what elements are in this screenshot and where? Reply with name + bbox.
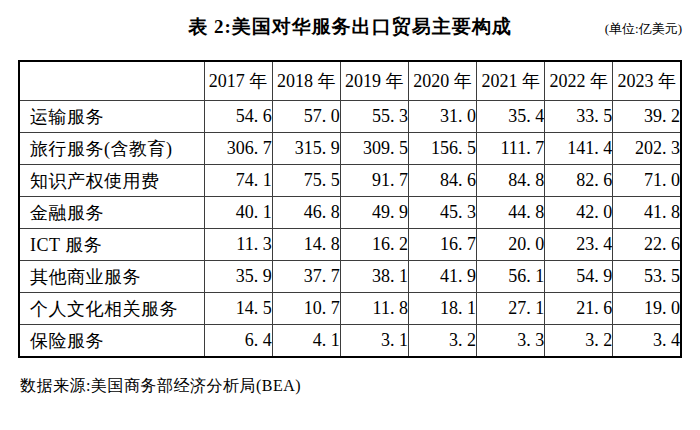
- table-row: 其他商业服务 35. 9 37. 7 38. 1 41. 9 56. 1 54.…: [19, 261, 681, 293]
- table-cell: 38. 1: [340, 261, 408, 293]
- table-cell: 41. 8: [613, 197, 681, 229]
- table-cell: 20. 0: [477, 229, 545, 261]
- table-row: 运输服务 54. 6 57. 0 55. 3 31. 0 35. 4 33. 5…: [19, 101, 681, 133]
- column-header: 2019 年: [340, 61, 408, 101]
- table-cell: 46. 8: [272, 197, 340, 229]
- table-row: 金融服务 40. 1 46. 8 49. 9 45. 3 44. 8 42. 0…: [19, 197, 681, 229]
- table-row: 个人文化相关服务 14. 5 10. 7 11. 8 18. 1 27. 1 2…: [19, 293, 681, 325]
- table-cell: 74. 1: [204, 165, 272, 197]
- table-cell: 49. 9: [340, 197, 408, 229]
- column-header: 2018 年: [272, 61, 340, 101]
- data-table: 2017 年 2018 年 2019 年 2020 年 2021 年 2022 …: [18, 60, 682, 358]
- table-cell: 309. 5: [340, 133, 408, 165]
- table-cell: 3. 4: [613, 325, 681, 358]
- table-cell: 3. 1: [340, 325, 408, 358]
- table-cell: 315. 9: [272, 133, 340, 165]
- row-label: 知识产权使用费: [19, 165, 204, 197]
- table-cell: 14. 8: [272, 229, 340, 261]
- unit-note: (单位:亿美元): [605, 10, 682, 48]
- table-cell: 27. 1: [477, 293, 545, 325]
- table-row: 知识产权使用费 74. 1 75. 5 91. 7 84. 6 84. 8 82…: [19, 165, 681, 197]
- table-cell: 21. 6: [545, 293, 613, 325]
- row-label: 个人文化相关服务: [19, 293, 204, 325]
- table-cell: 84. 6: [408, 165, 476, 197]
- table-cell: 42. 0: [545, 197, 613, 229]
- table-cell: 37. 7: [272, 261, 340, 293]
- table-row: ICT 服务 11. 3 14. 8 16. 2 16. 7 20. 0 23.…: [19, 229, 681, 261]
- table-cell: 54. 6: [204, 101, 272, 133]
- table-cell: 3. 2: [408, 325, 476, 358]
- table-cell: 39. 2: [613, 101, 681, 133]
- table-cell: 111. 7: [477, 133, 545, 165]
- table-cell: 3. 2: [545, 325, 613, 358]
- table-cell: 19. 0: [613, 293, 681, 325]
- column-header: 2021 年: [477, 61, 545, 101]
- table-cell: 4. 1: [272, 325, 340, 358]
- table-cell: 54. 9: [545, 261, 613, 293]
- table-cell: 41. 9: [408, 261, 476, 293]
- table-cell: 84. 8: [477, 165, 545, 197]
- table-row: 保险服务 6. 4 4. 1 3. 1 3. 2 3. 3 3. 2 3. 4: [19, 325, 681, 358]
- table-cell: 33. 5: [545, 101, 613, 133]
- row-label: 金融服务: [19, 197, 204, 229]
- table-row: 旅行服务(含教育) 306. 7 315. 9 309. 5 156. 5 11…: [19, 133, 681, 165]
- table-cell: 22. 6: [613, 229, 681, 261]
- table-cell: 16. 7: [408, 229, 476, 261]
- table-cell: 44. 8: [477, 197, 545, 229]
- table-title: 表 2:美国对华服务出口贸易主要构成: [0, 10, 700, 44]
- row-label: 其他商业服务: [19, 261, 204, 293]
- table-cell: 11. 3: [204, 229, 272, 261]
- data-source-note: 数据来源:美国商务部经济分析局(BEA): [20, 376, 301, 397]
- table-cell: 40. 1: [204, 197, 272, 229]
- column-header: 2023 年: [613, 61, 681, 101]
- table-cell: 6. 4: [204, 325, 272, 358]
- table-cell: 3. 3: [477, 325, 545, 358]
- table-header-row: 2017 年 2018 年 2019 年 2020 年 2021 年 2022 …: [19, 61, 681, 101]
- table-cell: 10. 7: [272, 293, 340, 325]
- table-cell: 306. 7: [204, 133, 272, 165]
- table-cell: 35. 9: [204, 261, 272, 293]
- table-cell: 91. 7: [340, 165, 408, 197]
- table-cell: 16. 2: [340, 229, 408, 261]
- row-label: 旅行服务(含教育): [19, 133, 204, 165]
- table-cell: 35. 4: [477, 101, 545, 133]
- table-cell: 45. 3: [408, 197, 476, 229]
- table-header-area: 表 2:美国对华服务出口贸易主要构成 (单位:亿美元): [0, 10, 700, 44]
- table-cell: 82. 6: [545, 165, 613, 197]
- column-header: 2022 年: [545, 61, 613, 101]
- table-cell: 14. 5: [204, 293, 272, 325]
- table-cell: 75. 5: [272, 165, 340, 197]
- row-label: 运输服务: [19, 101, 204, 133]
- corner-cell: [19, 61, 204, 101]
- table-cell: 18. 1: [408, 293, 476, 325]
- column-header: 2020 年: [408, 61, 476, 101]
- table-cell: 23. 4: [545, 229, 613, 261]
- page: 表 2:美国对华服务出口贸易主要构成 (单位:亿美元) 2017 年 2018 …: [0, 0, 700, 430]
- table-cell: 141. 4: [545, 133, 613, 165]
- table-cell: 11. 8: [340, 293, 408, 325]
- table-cell: 202. 3: [613, 133, 681, 165]
- table-cell: 71. 0: [613, 165, 681, 197]
- row-label: 保险服务: [19, 325, 204, 358]
- table-cell: 156. 5: [408, 133, 476, 165]
- table-cell: 31. 0: [408, 101, 476, 133]
- column-header: 2017 年: [204, 61, 272, 101]
- table-cell: 55. 3: [340, 101, 408, 133]
- table-cell: 53. 5: [613, 261, 681, 293]
- row-label: ICT 服务: [19, 229, 204, 261]
- table-cell: 56. 1: [477, 261, 545, 293]
- table-cell: 57. 0: [272, 101, 340, 133]
